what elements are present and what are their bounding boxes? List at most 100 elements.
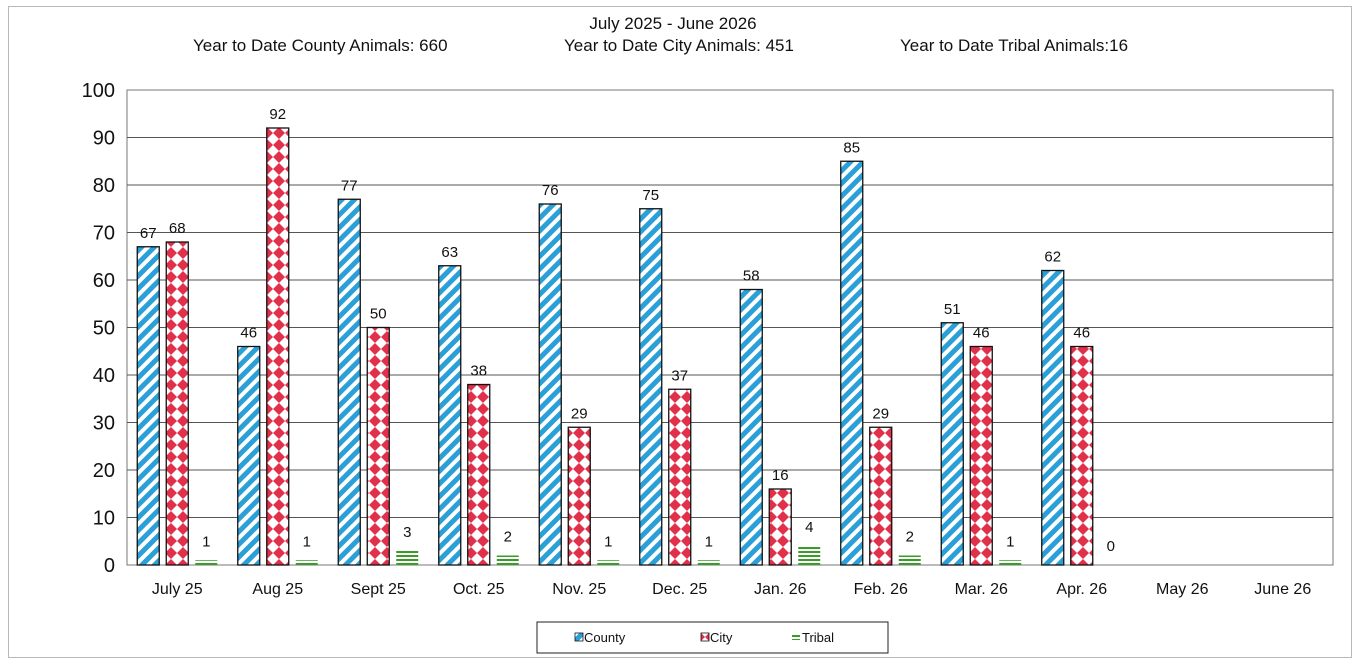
bar-county xyxy=(639,208,663,566)
data-label-city: 50 xyxy=(370,306,387,323)
bar-county xyxy=(739,288,763,566)
x-tick-label: Apr. 26 xyxy=(1056,581,1107,598)
bar-city xyxy=(969,345,993,566)
data-label-tribal: 1 xyxy=(604,533,612,550)
data-label-tribal: 2 xyxy=(906,529,914,546)
x-tick-label: Jan. 26 xyxy=(754,581,807,598)
bar-tribal xyxy=(898,555,921,565)
bar-county xyxy=(337,198,361,566)
bar-county xyxy=(840,160,864,566)
x-axis: July 25 Aug 25 Sept 25 Oct. 25 Nov. 25 Dec. 2… xyxy=(152,581,1311,598)
bar-tribal xyxy=(597,560,620,565)
data-labels: 67 68 1 46 92 1 77 50 3 63 38 2 76 29 1 75 37 1 58 16 4 85 29 2… xyxy=(140,106,1115,555)
legend-box xyxy=(536,621,889,654)
bar-tribal xyxy=(295,560,318,565)
data-label-tribal: 1 xyxy=(1006,533,1014,550)
data-label-county: 85 xyxy=(843,139,860,156)
data-label-tribal: 3 xyxy=(403,524,411,541)
bar-city xyxy=(1070,345,1094,566)
bar-city xyxy=(266,127,290,566)
legend-label-tribal: Tribal xyxy=(802,630,834,645)
x-tick-label: July 25 xyxy=(152,581,203,598)
chart-title: July 2025 - June 2026 xyxy=(589,14,756,33)
ytd-county-subtitle: Year to Date County Animals: 660 xyxy=(193,36,448,55)
y-tick-label: 50 xyxy=(93,318,115,340)
y-tick-label: 70 xyxy=(93,223,115,245)
bar-county xyxy=(538,203,562,566)
data-label-county: 51 xyxy=(944,301,961,318)
data-label-city: 29 xyxy=(872,405,889,422)
legend-swatch-county xyxy=(574,632,584,642)
y-tick-label: 20 xyxy=(93,460,115,482)
y-tick-label: 0 xyxy=(104,555,115,577)
y-tick-label: 40 xyxy=(93,365,115,387)
data-label-city: 29 xyxy=(571,405,588,422)
y-tick-label: 100 xyxy=(82,80,115,102)
bar-city xyxy=(869,426,893,566)
data-label-tribal: 2 xyxy=(504,529,512,546)
legend-swatch-tribal xyxy=(792,634,800,640)
x-tick-label: Aug 25 xyxy=(252,581,303,598)
bar-county xyxy=(136,246,160,566)
data-label-tribal: 1 xyxy=(705,533,713,550)
data-label-city: 16 xyxy=(772,467,789,484)
data-label-tribal: 0 xyxy=(1107,538,1115,555)
x-tick-label: Sept 25 xyxy=(351,581,406,598)
x-tick-label: Feb. 26 xyxy=(854,581,908,598)
data-label-county: 77 xyxy=(341,177,358,194)
bar-city xyxy=(467,383,491,566)
data-label-county: 63 xyxy=(441,244,458,261)
bar-city xyxy=(768,488,792,566)
data-label-city: 92 xyxy=(269,106,286,123)
legend: County City Tribal xyxy=(536,621,889,654)
data-label-city: 46 xyxy=(1073,325,1090,342)
bar-tribal xyxy=(999,560,1022,565)
y-tick-label: 80 xyxy=(93,175,115,197)
data-label-tribal: 1 xyxy=(202,533,210,550)
y-tick-label: 90 xyxy=(93,128,115,150)
bar-city xyxy=(366,326,390,566)
bar-tribal xyxy=(396,550,419,565)
data-label-city: 37 xyxy=(671,367,688,384)
ytd-city-subtitle: Year to Date City Animals: 451 xyxy=(564,36,794,55)
data-label-tribal: 1 xyxy=(303,533,311,550)
data-label-city: 38 xyxy=(470,363,487,380)
bar-county xyxy=(1041,269,1065,566)
data-label-county: 75 xyxy=(642,187,659,204)
x-tick-label: Dec. 25 xyxy=(652,581,707,598)
bar-chart: July 2025 - June 2026 Year to Date Count… xyxy=(82,14,1334,654)
bar-county xyxy=(940,322,964,566)
chart-frame: July 2025 - June 2026 Year to Date Count… xyxy=(8,6,1352,658)
bar-tribal xyxy=(195,560,218,565)
data-label-city: 46 xyxy=(973,325,990,342)
bars xyxy=(136,127,1094,566)
bar-tribal xyxy=(496,555,519,565)
bar-tribal xyxy=(798,546,821,565)
legend-label-county: County xyxy=(584,630,626,645)
data-label-county: 67 xyxy=(140,225,157,242)
data-label-city: 68 xyxy=(169,220,186,237)
x-tick-label: Oct. 25 xyxy=(453,581,505,598)
legend-label-city: City xyxy=(710,630,733,645)
bar-tribal xyxy=(697,560,720,565)
x-tick-label: Mar. 26 xyxy=(955,581,1008,598)
bar-county xyxy=(438,265,462,566)
data-label-county: 46 xyxy=(240,325,257,342)
y-tick-label: 10 xyxy=(93,508,115,530)
legend-swatch-city xyxy=(700,632,710,642)
bar-city xyxy=(567,426,591,566)
bar-city xyxy=(165,241,189,566)
gridlines xyxy=(127,137,1333,518)
bar-county xyxy=(237,345,261,566)
data-label-county: 62 xyxy=(1044,249,1061,266)
ytd-tribal-subtitle: Year to Date Tribal Animals:16 xyxy=(900,36,1128,55)
x-tick-label: June 26 xyxy=(1254,581,1311,598)
y-tick-label: 60 xyxy=(93,270,115,292)
data-label-county: 58 xyxy=(743,268,760,285)
y-axis: 0 10 20 30 40 50 60 70 80 90 100 xyxy=(82,80,115,577)
data-label-tribal: 4 xyxy=(805,519,813,536)
data-label-county: 76 xyxy=(542,182,559,199)
y-tick-label: 30 xyxy=(93,413,115,435)
x-tick-label: May 26 xyxy=(1156,581,1209,598)
bar-city xyxy=(668,388,692,566)
